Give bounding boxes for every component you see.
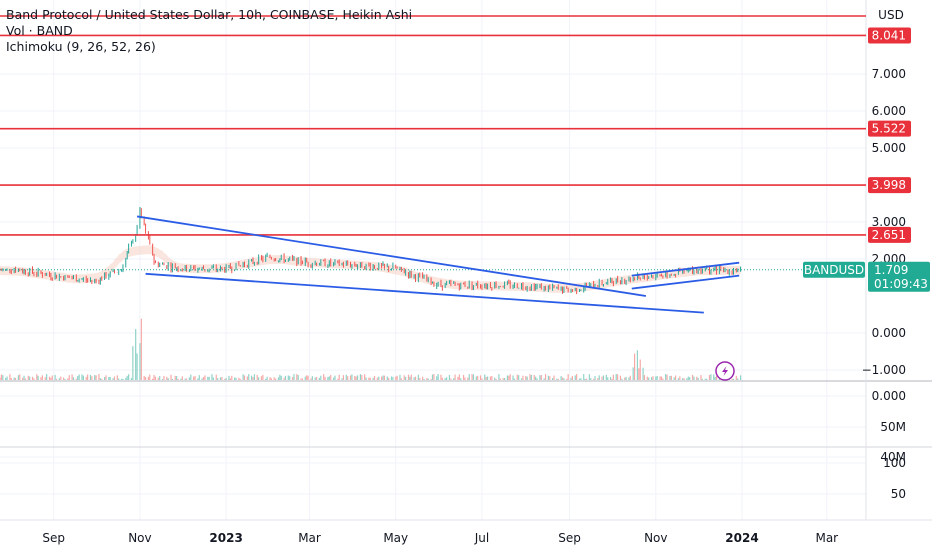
time-axis-label: Mar — [815, 531, 838, 545]
volume-indicator-label[interactable]: Vol · BAND — [6, 23, 73, 38]
time-axis[interactable]: Sep Nov 2023 Mar May Jul Sep Nov 2024 Mar — [42, 531, 838, 545]
price-tags: 8.0415.5223.9982.6511.685BANDUSD1.70901:… — [803, 27, 930, 292]
level-price-tag-text: 8.041 — [872, 28, 906, 42]
time-axis-label: Sep — [42, 531, 65, 545]
price-axis-label: −1.000 — [862, 363, 906, 377]
level-price-tag-text: 2.651 — [872, 228, 906, 242]
level-price-tag — [868, 27, 911, 44]
time-axis-label: Jul — [474, 531, 489, 545]
time-axis-label: 2023 — [209, 531, 242, 545]
time-axis-label: Sep — [558, 531, 581, 545]
lightning-icon[interactable] — [715, 361, 735, 381]
volume-axis-label: 0.000 — [872, 389, 906, 403]
trendline — [145, 272, 704, 314]
currency-button[interactable]: USD — [878, 8, 904, 22]
chart-title[interactable]: Band Protocol / United States Dollar, 10… — [6, 7, 413, 22]
grid — [0, 0, 866, 520]
candle-group — [0, 206, 742, 295]
level-price-tag-text: 3.998 — [872, 178, 906, 192]
trendline — [631, 274, 740, 290]
volume-bars — [0, 318, 742, 380]
price-axis-label: 6.000 — [872, 104, 906, 118]
horizontal-levels[interactable] — [0, 15, 866, 271]
level-price-tag — [868, 177, 911, 194]
symbol-tag-text: BANDUSD — [804, 263, 864, 277]
price-axis-label: 0.000 — [872, 326, 906, 340]
time-axis-label: Nov — [644, 531, 667, 545]
trendline — [631, 261, 740, 277]
level-price-tag — [868, 120, 911, 137]
current-price-tag — [868, 261, 930, 292]
volume-axis-label: 50 — [891, 487, 906, 501]
volume-axis-label: 100 — [883, 456, 906, 470]
price-axis-label: 5.000 — [872, 141, 906, 155]
price-axis-label: 7.000 — [872, 67, 906, 81]
time-axis-label: 2024 — [725, 531, 758, 545]
level-price-tag-text: 5.522 — [872, 122, 906, 136]
symbol-tag — [803, 261, 865, 278]
price-axis-label: 3.000 — [872, 215, 906, 229]
trendlines[interactable] — [136, 215, 740, 314]
volume-axis-label: 40M — [880, 450, 906, 464]
time-axis-label: Nov — [128, 531, 151, 545]
time-axis-label: Mar — [298, 531, 321, 545]
time-axis-label: May — [383, 531, 408, 545]
ichimoku-indicator-label[interactable]: Ichimoku (9, 26, 52, 26) — [6, 39, 156, 54]
volume-axis-label: 50M — [880, 420, 906, 434]
countdown-text: 01:09:43 — [874, 277, 928, 291]
current-price-text: 1.709 — [874, 263, 908, 277]
trendline — [136, 215, 647, 297]
heikin-ashi-candles — [0, 206, 742, 295]
level-price-tag — [868, 226, 911, 243]
chart-legend: Band Protocol / United States Dollar, 10… — [6, 7, 412, 55]
pane-separators — [0, 0, 932, 521]
